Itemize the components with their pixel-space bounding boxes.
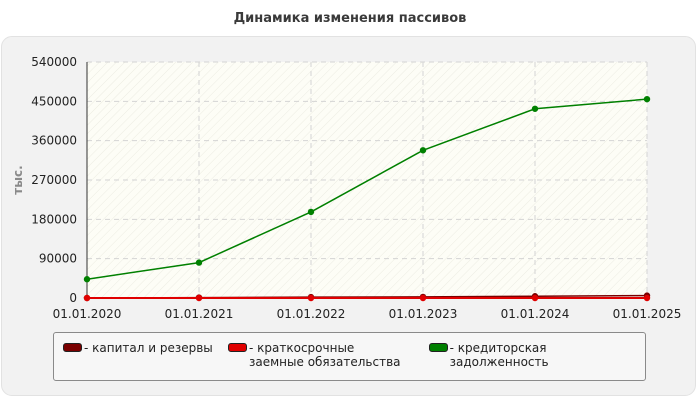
data-point-1[interactable] xyxy=(419,294,427,302)
data-point-2[interactable] xyxy=(307,208,315,216)
data-point-2[interactable] xyxy=(531,105,539,112)
legend-item-capital[interactable]: капитал и резервы xyxy=(63,341,213,355)
series-line-2 xyxy=(86,98,648,280)
data-point-1[interactable] xyxy=(643,294,651,302)
y-tick-label: 360000 xyxy=(31,134,77,148)
y-axis-label: тыс. xyxy=(11,165,25,194)
x-tick-label: 01.01.2020 xyxy=(53,307,122,321)
x-tick-label: 01.01.2021 xyxy=(165,307,234,321)
legend-swatch-capital xyxy=(63,343,82,352)
data-point-1[interactable] xyxy=(195,294,203,302)
chart-title: Динамика изменения пассивов xyxy=(233,11,467,26)
x-tick-label: 01.01.2023 xyxy=(389,307,458,321)
legend: капитал и резервы краткосрочные заемные … xyxy=(53,332,646,381)
data-point-1[interactable] xyxy=(83,294,91,302)
x-tick-labels: 01.01.2020 01.01.2021 01.01.2022 01.01.2023… xyxy=(53,307,682,321)
legend-label-capital: капитал и резервы xyxy=(84,341,213,355)
legend-swatch-payables xyxy=(429,343,448,352)
x-tick-label: 01.01.2024 xyxy=(501,307,570,321)
data-point-2[interactable] xyxy=(195,259,203,266)
y-tick-label: 540000 xyxy=(31,55,77,69)
y-tick-labels: 0 90000 180000 270000 360000 450000 540000 xyxy=(31,55,77,305)
y-tick-label: 0 xyxy=(69,291,77,305)
data-point-1[interactable] xyxy=(307,294,315,302)
y-tick-label: 180000 xyxy=(31,212,77,226)
x-tick-label: 01.01.2022 xyxy=(277,307,346,321)
data-point-1[interactable] xyxy=(531,294,539,302)
y-tick-label: 90000 xyxy=(39,252,77,266)
grid-lines xyxy=(87,61,648,298)
legend-label-short-term-loans: краткосрочные заемные обязательства xyxy=(249,341,409,369)
y-tick-label: 270000 xyxy=(31,173,77,187)
data-point-2[interactable] xyxy=(419,147,427,154)
legend-item-short-term-loans[interactable]: краткосрочные заемные обязательства xyxy=(228,341,409,369)
data-point-2[interactable] xyxy=(643,95,651,103)
data-point-2[interactable] xyxy=(83,276,91,283)
x-tick-label: 01.01.2025 xyxy=(613,307,682,321)
legend-item-payables[interactable]: кредиторская задолженность xyxy=(429,341,645,369)
legend-label-payables: кредиторская задолженность xyxy=(450,341,645,369)
series-group xyxy=(83,95,651,302)
y-tick-label: 450000 xyxy=(31,94,77,108)
legend-swatch-short-term-loans xyxy=(228,343,247,352)
